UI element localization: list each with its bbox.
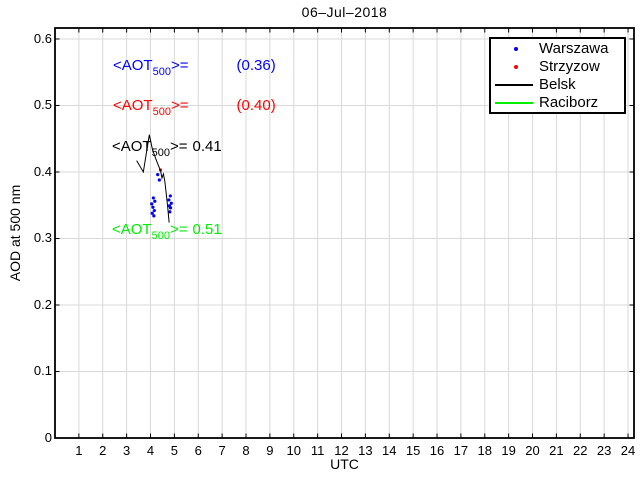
data-point-warszawa	[156, 173, 160, 177]
x-tick-label: 15	[405, 443, 421, 458]
y-tick-label: 0.1	[33, 363, 52, 379]
annotation-value: 0.41	[192, 138, 222, 155]
x-tick-label: 24	[620, 443, 636, 458]
x-tick-label: 17	[453, 443, 469, 458]
x-tick-label: 11	[310, 443, 325, 458]
x-tick-label: 5	[170, 443, 178, 458]
y-tick-label: 0	[44, 430, 52, 445]
mean-aot-annotation-belsk: <AOT500>= 0.41	[112, 137, 222, 159]
data-point-warszawa	[167, 198, 171, 202]
x-tick-label: 9	[266, 443, 274, 458]
data-point-warszawa	[151, 196, 155, 200]
annotation-value: (0.36)	[236, 57, 276, 74]
annotation-subscript: 500	[152, 66, 171, 78]
annotation-prefix: <AOT	[112, 138, 152, 155]
legend-item-warszawa: Warszawa	[491, 40, 624, 58]
x-tick-label: 4	[146, 443, 155, 458]
annotation-subscript: 500	[151, 230, 170, 242]
x-axis-label: UTC	[330, 456, 359, 472]
x-tick-label: 6	[194, 443, 202, 458]
data-point-warszawa	[151, 205, 155, 209]
x-tick-label: 12	[334, 443, 349, 458]
annotation-subscript: 500	[151, 147, 170, 159]
x-tick-label: 22	[573, 443, 588, 458]
data-point-warszawa	[153, 199, 157, 203]
annotation-subscript: 500	[152, 106, 171, 118]
mean-aot-annotation-strzyzow: <AOT500>= (0.40)	[113, 96, 276, 118]
annotation-suffix: >=	[170, 57, 189, 74]
legend-label: Warszawa	[539, 40, 609, 57]
x-tick-label: 7	[218, 443, 226, 458]
x-tick-label: 16	[429, 443, 445, 458]
annotation-prefix: <AOT	[113, 97, 153, 114]
x-tick-label: 21	[549, 443, 564, 458]
legend: Warszawa Strzyzow Belsk Raciborz	[489, 37, 626, 114]
legend-label: Strzyzow	[539, 58, 600, 75]
annotation-prefix: <AOT	[113, 57, 153, 74]
legend-marker-warszawa-dot-icon	[514, 47, 518, 51]
annotation-value: 0.51	[192, 221, 222, 238]
x-tick-label: 23	[596, 443, 612, 458]
annotation-prefix: <AOT	[112, 221, 152, 238]
x-tick-label: 8	[242, 443, 250, 458]
legend-item-raciborz: Raciborz	[491, 94, 624, 112]
legend-marker-strzyzow-dot-icon	[514, 65, 518, 69]
x-tick-label: 10	[286, 443, 301, 458]
data-point-warszawa	[150, 202, 154, 206]
legend-label: Raciborz	[539, 94, 599, 111]
x-tick-label: 20	[525, 443, 540, 458]
data-point-warszawa	[168, 210, 172, 214]
mean-aot-annotation-warszawa: <AOT500>= (0.36)	[113, 56, 276, 78]
annotation-value: (0.40)	[236, 97, 276, 114]
mean-aot-annotation-raciborz: <AOT500>= 0.51	[112, 220, 222, 242]
annotation-suffix: >=	[170, 97, 189, 114]
data-point-warszawa	[152, 214, 156, 218]
x-tick-label: 3	[123, 443, 131, 458]
data-point-warszawa	[150, 211, 154, 215]
x-tick-label: 14	[382, 443, 397, 458]
legend-marker-raciborz-line-icon	[495, 102, 533, 104]
y-tick-label: 0.3	[33, 230, 52, 246]
data-point-warszawa	[169, 201, 173, 205]
data-point-warszawa	[168, 194, 172, 198]
y-tick-label: 0.5	[33, 97, 52, 113]
x-tick-label: 13	[358, 443, 373, 458]
data-point-warszawa	[168, 206, 173, 210]
x-tick-label: 2	[99, 443, 107, 458]
y-tick-label: 0.4	[33, 163, 52, 179]
x-tick-label: 18	[477, 443, 492, 458]
data-point-warszawa	[152, 208, 156, 213]
data-point-warszawa	[157, 178, 161, 182]
x-tick-label: 1	[75, 443, 83, 458]
chart-title: 06–Jul–2018	[301, 4, 388, 20]
legend-item-belsk: Belsk	[491, 76, 624, 94]
legend-marker-belsk-line-icon	[495, 84, 533, 86]
series-line-belsk	[136, 134, 170, 223]
legend-label: Belsk	[539, 76, 576, 93]
x-tick-label: 19	[501, 443, 516, 458]
legend-item-strzyzow: Strzyzow	[491, 58, 624, 76]
y-tick-label: 0.6	[33, 30, 52, 46]
annotation-suffix: >=	[169, 138, 188, 155]
axes-frame	[54, 27, 635, 439]
y-tick-label: 0.2	[33, 296, 52, 312]
annotation-suffix: >=	[169, 221, 188, 238]
